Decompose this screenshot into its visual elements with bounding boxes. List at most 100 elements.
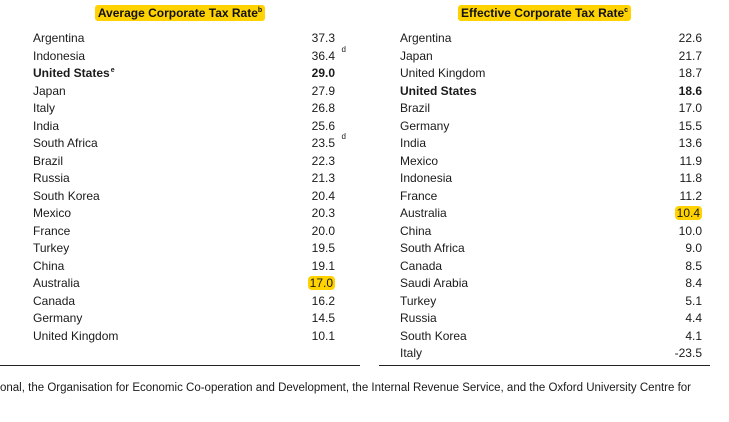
value-footnote-marker: d	[341, 132, 346, 141]
country-name: Indonesia	[33, 48, 86, 63]
country-name: United Kingdom	[33, 328, 119, 343]
tax-rate-value: 23.5	[311, 136, 335, 150]
effective-tax-rate-rows: Argentina 22.6 Japan 21.7 United Kingdom 18.7…	[379, 30, 710, 363]
country-name: United Statese	[33, 66, 115, 80]
country-name: France	[33, 223, 71, 238]
table-row: Australia 17.0	[0, 275, 360, 293]
country-name: Australia	[400, 206, 447, 220]
tax-rate-value: 9.0	[685, 241, 702, 255]
table-row: United States 18.6	[379, 83, 710, 101]
table-row: Japan 21.7	[379, 48, 710, 66]
table-row: India 25.6	[0, 118, 360, 136]
highlighted-value: 10.4	[674, 206, 702, 220]
highlighted-value: 17.0	[307, 276, 335, 290]
tax-rate-value: 17.0	[678, 101, 702, 115]
effective-tax-rate-table: Effective Corporate Tax Ratec Argentina 2…	[379, 0, 710, 366]
country-footnote-marker: e	[110, 67, 115, 74]
table-row: Mexico 11.9	[379, 153, 710, 171]
country-name: South Korea	[400, 328, 467, 343]
tax-rate-value: 5.1	[685, 293, 702, 308]
country-name: China	[400, 223, 432, 238]
tax-rate-value: 8.5	[685, 258, 702, 273]
country-name: India	[33, 118, 60, 133]
title-note: c	[624, 7, 629, 14]
country-name: Canada	[33, 293, 76, 308]
tax-rate-value: 26.8	[311, 101, 335, 115]
average-tax-rate-table: Average Corporate Tax Rateb Argentina 37.…	[0, 0, 360, 366]
tax-rate-value: 36.4	[311, 48, 335, 63]
country-name: United States	[400, 83, 477, 98]
average-tax-rate-rows: Argentina 37.3 Indonesia 36.4 d United States…	[0, 30, 360, 345]
tax-rate-value: 11.9	[679, 153, 702, 168]
country-name: Brazil	[33, 153, 64, 168]
table-row: Turkey 5.1	[379, 293, 710, 311]
tax-rate-value: 15.5	[678, 118, 702, 133]
table-row: India 13.6	[379, 135, 710, 153]
table-row: France 11.2	[379, 188, 710, 206]
tax-rate-value: 13.6	[678, 136, 702, 150]
table-row: Indonesia 36.4 d	[0, 45, 360, 66]
country-name: Italy	[33, 101, 56, 115]
tax-rate-value: 4.4	[685, 311, 702, 325]
tax-rate-value: 14.5	[311, 311, 335, 325]
tax-rate-value: 20.4	[311, 188, 335, 203]
table-row: Germany 14.5	[0, 310, 360, 328]
table-row: South Korea 20.4	[0, 188, 360, 206]
country-name: Germany	[400, 118, 450, 133]
country-name: China	[33, 258, 65, 273]
table-row: Italy -23.5	[379, 345, 710, 363]
tax-rate-value: -23.5	[674, 346, 702, 360]
country-name: India	[400, 136, 427, 150]
title-note: b	[257, 7, 263, 14]
country-name: Saudi Arabia	[400, 276, 469, 290]
country-name: Indonesia	[400, 171, 453, 185]
country-name: Canada	[400, 258, 443, 273]
table-row: Brazil 17.0	[379, 100, 710, 118]
country-name: United Kingdom	[400, 66, 486, 80]
table-row: Mexico 20.3	[0, 205, 360, 223]
tax-rate-value: 29.0	[311, 66, 335, 80]
table-row: South Africa 23.5 d	[0, 132, 360, 153]
title-highlight: Average Corporate Tax Rateb	[94, 5, 266, 21]
table-row: Russia 21.3	[0, 170, 360, 188]
country-name: Brazil	[400, 101, 431, 115]
table-row: United Kingdom 10.1	[0, 328, 360, 346]
tax-rate-value: 21.7	[678, 48, 702, 63]
tax-rate-value: 10.0	[678, 223, 702, 238]
table-row: United Kingdom 18.7	[379, 65, 710, 83]
country-name: Russia	[400, 311, 437, 325]
table-row: China 10.0	[379, 223, 710, 241]
table-row: South Korea 4.1	[379, 328, 710, 346]
tax-rate-value: 18.6	[678, 83, 702, 98]
table-row: Argentina 37.3	[0, 30, 360, 48]
tax-rate-value: 20.3	[311, 206, 335, 220]
country-name: South Africa	[400, 241, 465, 255]
table-row: United Statese 29.0	[0, 65, 360, 83]
tax-rate-value: 20.0	[311, 223, 335, 238]
tax-rate-value: 22.3	[311, 153, 335, 168]
country-name: Russia	[33, 171, 70, 185]
tax-rate-value: 22.6	[678, 31, 702, 45]
table-row: Russia 4.4	[379, 310, 710, 328]
tax-rate-value: 11.8	[679, 171, 702, 185]
country-name: Australia	[33, 276, 80, 290]
table-row: Italy 26.8	[0, 100, 360, 118]
tax-rate-value: 27.9	[311, 83, 335, 98]
table-row: Indonesia 11.8	[379, 170, 710, 188]
table-row: Canada 8.5	[379, 258, 710, 276]
table-row: China 19.1	[0, 258, 360, 276]
tax-rate-value: 18.7	[678, 66, 702, 80]
country-name: Argentina	[33, 31, 85, 45]
country-name: South Korea	[33, 188, 100, 203]
country-name: Argentina	[400, 31, 452, 45]
table-row: Turkey 19.5	[0, 240, 360, 258]
title-highlight: Effective Corporate Tax Ratec	[457, 5, 632, 21]
table-row: South Africa 9.0	[379, 240, 710, 258]
table-row: Australia 10.4	[379, 205, 710, 223]
tax-rate-value: 10.4	[642, 205, 702, 223]
tax-rate-value: 4.1	[685, 328, 702, 343]
table-row: Japan 27.9	[0, 83, 360, 101]
country-name: Germany	[33, 311, 83, 325]
table-row: Saudi Arabia 8.4	[379, 275, 710, 293]
table-row: Canada 16.2	[0, 293, 360, 311]
